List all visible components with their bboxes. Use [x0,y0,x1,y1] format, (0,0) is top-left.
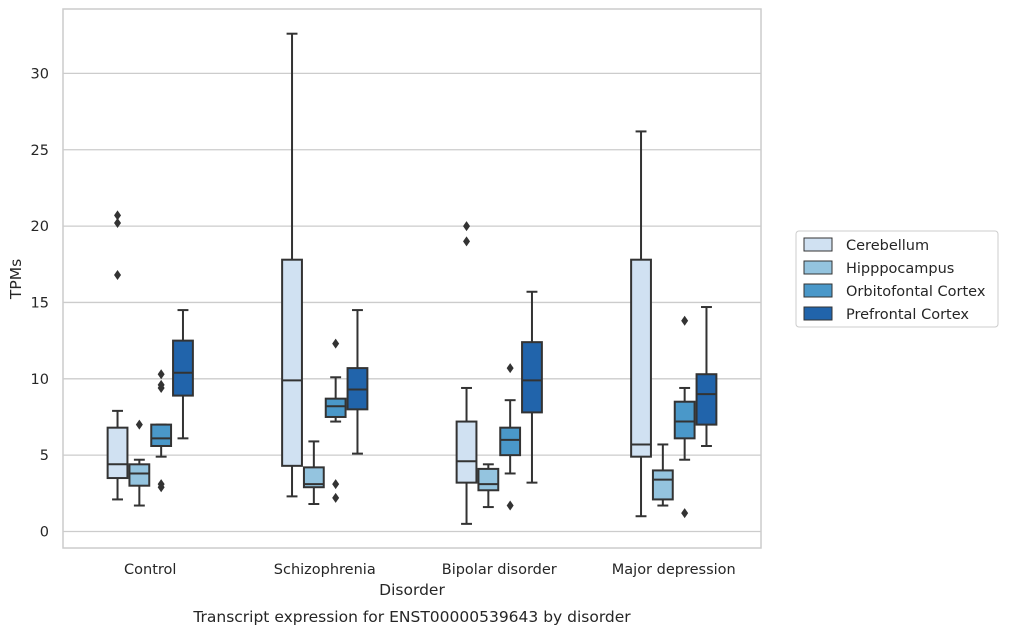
legend-label: Cerebellum [846,238,929,254]
y-tick-label: 30 [31,66,49,82]
y-tick-label: 10 [31,372,49,388]
x-tick-label: Control [124,562,176,578]
outlier-point [332,338,340,349]
box-cerebellum [281,32,303,498]
legend-label: Hipppocampus [846,261,954,277]
box-orbitofontal-cortex [673,315,696,519]
box-body [128,463,151,487]
outlier-point [114,218,122,229]
boxes-layer [106,32,718,525]
outlier-point [135,419,143,430]
y-tick-label: 0 [40,525,49,541]
x-tick-label: Schizophrenia [274,562,376,578]
legend-swatch [803,260,833,275]
box-orbitofontal-cortex [150,369,173,493]
box-body [477,467,500,492]
box-body [521,341,543,414]
box-cerebellum [455,221,478,525]
legend-swatch [803,306,833,321]
outlier-point [114,210,122,221]
y-axis-title: TPMs [7,259,25,300]
y-tick-label: 15 [31,295,49,311]
outlier-point [506,363,514,374]
legend-swatch [803,237,833,252]
outlier-point [332,479,340,490]
box-orbitofontal-cortex [499,363,522,511]
box-hipppocampus [477,463,500,509]
y-tick-label: 25 [31,143,49,159]
chart-caption: Transcript expression for ENST0000053964… [192,608,631,626]
x-axis-title: Disorder [379,581,445,599]
outlier-point [681,508,689,519]
y-tick-labels: 0 5 10 15 20 25 30 [31,66,49,540]
box-body [281,258,303,467]
box-prefrontal-cortex [695,306,718,447]
box-hipppocampus [651,443,674,507]
box-hipppocampus [128,419,151,507]
outlier-point [463,221,471,232]
box-orbitofontal-cortex [324,338,347,503]
box-body [324,397,347,418]
box-body [172,339,194,397]
x-tick-labels: Control Schizophrenia Bipolar disorder Majo… [124,562,736,578]
box-body [673,400,696,440]
y-tick-label: 5 [40,448,49,464]
x-tick-label: Major depression [612,562,736,578]
legend-label: Orbitofontal Cortex [846,284,986,300]
box-body [455,420,478,484]
legend-label: Prefrontal Cortex [846,307,969,323]
plot-area [62,8,762,549]
box-prefrontal-cortex [172,309,194,440]
box-body [651,469,674,501]
box-body [302,466,325,489]
legend-frame [795,230,999,328]
box-prefrontal-cortex [521,290,543,484]
legend-swatch [803,283,833,298]
box-cerebellum [106,210,129,501]
box-body [106,426,129,480]
outlier-point [681,315,689,326]
box-body [630,258,652,458]
box-body [499,426,522,457]
box-body [695,373,718,426]
box-body [150,423,173,447]
box-hipppocampus [302,440,325,506]
outlier-point [463,236,471,247]
outlier-point [114,269,122,280]
box-prefrontal-cortex [346,309,369,455]
box-cerebellum [630,130,652,518]
outlier-point [332,492,340,503]
outlier-point [157,369,165,380]
outlier-point [506,500,514,511]
legend: Cerebellum Hipppocampus Orbitofontal Corte… [795,230,999,328]
outlier-point [157,479,165,490]
x-tick-label: Bipolar disorder [442,562,557,578]
outlier-point [157,379,165,390]
y-tick-label: 20 [31,219,49,235]
